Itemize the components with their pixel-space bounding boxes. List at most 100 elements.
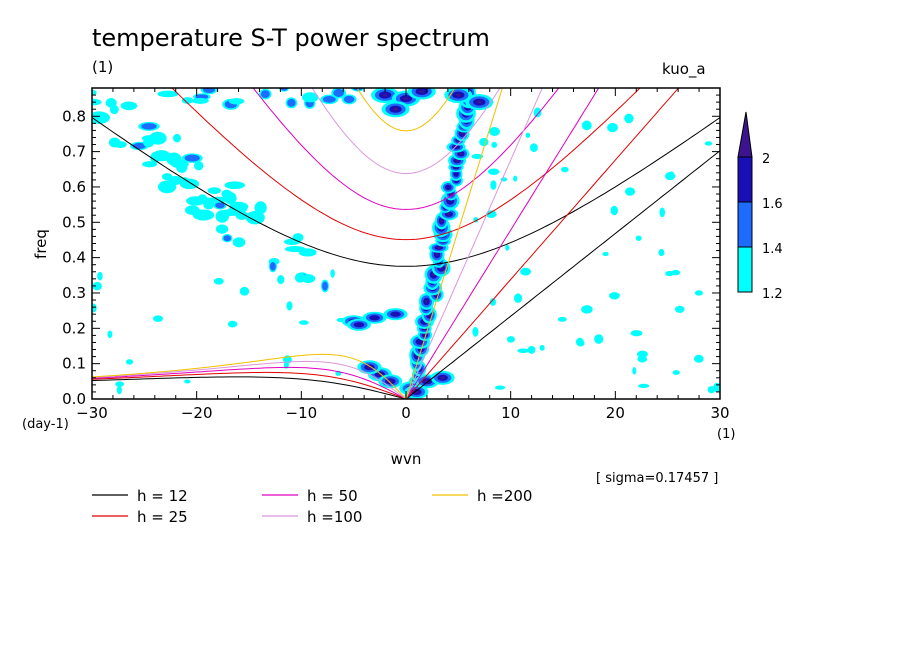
- gravity-curve-25: [171, 88, 641, 241]
- westward-band-cell: [254, 201, 267, 215]
- kelvin-ridge-cell: [455, 158, 459, 162]
- x-axis-label: wvn: [391, 450, 422, 468]
- scatter-cell: [494, 385, 506, 390]
- scatter-cell: [674, 305, 685, 313]
- scatter-cell: [277, 275, 285, 285]
- westward-band-cell: [283, 238, 301, 245]
- gravity-curve-12: [92, 117, 720, 267]
- chart-title: temperature S-T power spectrum: [92, 24, 490, 52]
- scatter-cell: [92, 281, 102, 291]
- low-frequency-cell: [440, 376, 445, 380]
- kelvin-ridge-cell: [460, 132, 464, 136]
- scatter-cell: [487, 168, 500, 175]
- scatter-cell: [637, 355, 648, 363]
- scatter-cell: [658, 248, 665, 257]
- scatter-cell: [672, 370, 680, 375]
- scatter-cell: [115, 381, 125, 387]
- scatter-cell: [491, 141, 498, 148]
- y-tick-label: 0.6: [62, 178, 86, 196]
- scatter-cell: [506, 336, 515, 343]
- plot-area: −30 −20 −10 0 10 20 30 0.00.10.20.30.40.50.60.…: [62, 87, 730, 422]
- scatter-cell: [527, 345, 536, 354]
- scatter-cell: [227, 320, 238, 328]
- kelvin-ridge-cell: [447, 212, 451, 216]
- rossby-curve-12: [92, 376, 407, 399]
- westward-band-cell: [245, 210, 265, 225]
- scatter-cell: [638, 383, 650, 389]
- dispersion-curves: [92, 88, 720, 399]
- scatter-cell: [116, 385, 122, 395]
- x-tick-label: −20: [181, 404, 213, 422]
- scatter-cell: [336, 317, 346, 323]
- westward-band-cell: [161, 173, 173, 181]
- scatter-cell: [602, 251, 609, 257]
- westward-band-cell: [171, 160, 189, 169]
- scatter-cell: [153, 315, 163, 322]
- colorbar-label-1-6: 1.6: [762, 197, 783, 212]
- rossby-curve-200: [92, 353, 407, 399]
- y-unit-label: (day-1): [22, 417, 69, 432]
- scatter-cell: [505, 244, 510, 251]
- x-unit-label: (1): [717, 427, 735, 442]
- y-axis-label: freq: [32, 229, 50, 259]
- scatter-cell: [632, 367, 637, 375]
- scatter-cell: [283, 361, 289, 369]
- westward-band-cell: [114, 141, 127, 148]
- spectrum-shading: [92, 88, 720, 399]
- upper-peak-cell: [403, 97, 409, 101]
- mid-patch-cell: [390, 311, 401, 317]
- upper-peak-cell: [456, 93, 461, 97]
- legend-label-h100: h =100: [307, 508, 362, 526]
- top-band-cell: [105, 98, 117, 108]
- top-band-cell: [157, 90, 179, 98]
- scatter-cell: [184, 379, 191, 384]
- scatter-cell: [490, 180, 497, 190]
- scatter-cell: [581, 120, 592, 131]
- y-tick-label: 0.2: [62, 319, 86, 337]
- westward-band-cell: [215, 202, 225, 209]
- scatter-cell: [671, 269, 681, 276]
- y-tick-label: 0.5: [62, 213, 86, 231]
- scatter-cell: [557, 316, 567, 322]
- scatter-cell: [610, 205, 618, 216]
- scatter-cell: [92, 303, 97, 313]
- westward-band-cell: [234, 204, 248, 214]
- colorbar-band-1-2-1-4: [737, 246, 753, 293]
- y-tick-label: 0.7: [62, 143, 86, 161]
- low-frequency-cell: [377, 372, 382, 376]
- kelvin-ridge-cell: [425, 299, 429, 303]
- y-tick-label: 0.1: [62, 355, 86, 373]
- colorbar-triangle: [737, 111, 753, 158]
- colorbar-label-1-4: 1.4: [762, 242, 783, 257]
- colorbar-label-1-2: 1.2: [762, 287, 783, 302]
- gravity-curve-200: [356, 88, 456, 132]
- experiment-label: kuo_a: [662, 60, 706, 79]
- sigma-note: [ sigma=0.17457 ]: [596, 471, 718, 486]
- westward-band-cell: [92, 89, 97, 96]
- y-tick-label: 0.4: [62, 249, 86, 267]
- scatter-cell: [659, 207, 665, 218]
- westward-band-cell: [192, 209, 215, 221]
- x-tick-label: 10: [501, 404, 520, 422]
- kelvin-curve-12: [405, 150, 720, 399]
- westward-band-cell: [224, 192, 237, 205]
- x-tick-label: −10: [286, 404, 318, 422]
- westward-band-cell: [150, 151, 160, 164]
- x-tick-label: 0: [401, 404, 411, 422]
- scatter-cell: [485, 210, 497, 219]
- legend-label-h50: h = 50: [307, 487, 358, 505]
- scatter-cell: [609, 292, 620, 300]
- top-band-cell: [302, 92, 319, 103]
- kelvin-ridge-cell: [459, 152, 463, 156]
- westward-band-cell: [232, 237, 246, 248]
- kelvin-ridge-cell: [437, 246, 441, 250]
- upper-peak-cell: [477, 100, 482, 104]
- scatter-cell: [330, 269, 335, 278]
- scatter-cell: [704, 141, 713, 146]
- scatter-cell: [594, 334, 604, 344]
- scatter-cell: [479, 137, 489, 147]
- kelvin-ridge-cell: [449, 192, 453, 196]
- scatter-cell: [694, 290, 703, 296]
- scatter-cell: [471, 153, 484, 159]
